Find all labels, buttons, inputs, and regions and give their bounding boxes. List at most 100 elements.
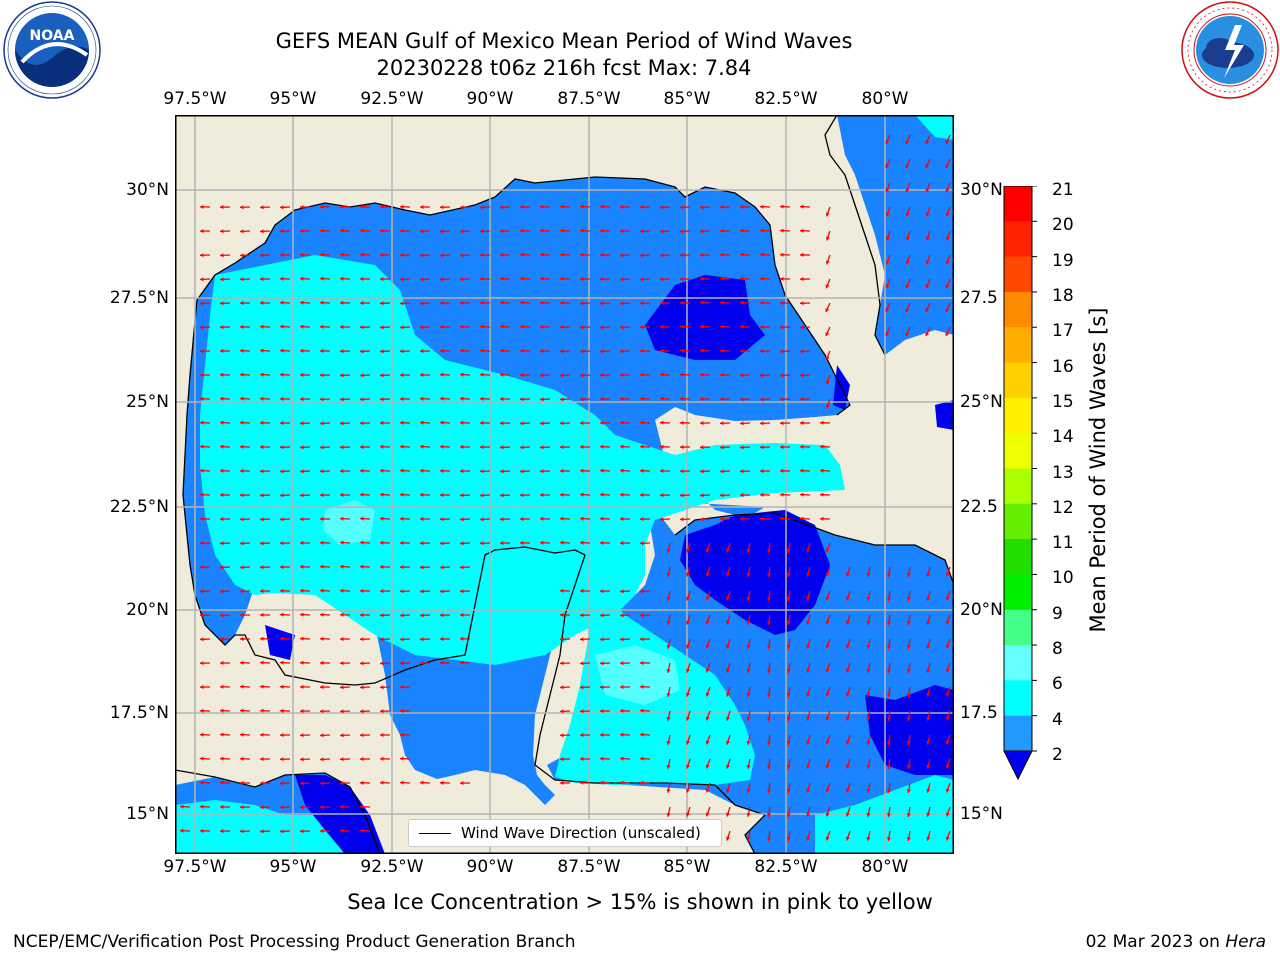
wave-direction-arrow bbox=[739, 493, 751, 498]
wave-direction-arrow bbox=[459, 781, 471, 786]
wave-direction-arrow bbox=[559, 300, 571, 306]
wave-direction-arrow bbox=[279, 541, 291, 546]
wave-direction-arrow bbox=[399, 756, 411, 761]
wave-direction-arrow bbox=[219, 541, 231, 546]
wave-direction-arrow bbox=[339, 828, 351, 833]
left-lat-tick: 22.5°N bbox=[109, 497, 169, 517]
wave-direction-arrow bbox=[199, 732, 211, 737]
wave-direction-arrow bbox=[845, 662, 851, 673]
wave-direction-arrow bbox=[299, 493, 311, 498]
wave-direction-arrow bbox=[359, 780, 371, 785]
wave-direction-arrow bbox=[519, 228, 531, 233]
wave-direction-arrow bbox=[699, 324, 711, 329]
wave-direction-arrow bbox=[239, 348, 251, 353]
wave-direction-arrow bbox=[726, 638, 731, 649]
wave-direction-arrow bbox=[299, 421, 311, 426]
colorbar-label: Mean Period of Wind Waves [s] bbox=[1086, 307, 1110, 633]
wave-direction-arrow bbox=[299, 709, 311, 714]
wave-direction-arrow bbox=[199, 565, 211, 570]
wave-direction-arrow bbox=[339, 757, 351, 762]
wave-direction-arrow bbox=[619, 372, 631, 378]
wave-direction-arrow bbox=[619, 516, 631, 521]
wave-direction-arrow bbox=[619, 444, 631, 449]
wave-direction-arrow bbox=[945, 182, 951, 193]
wave-direction-arrow bbox=[659, 372, 671, 377]
wave-direction-arrow bbox=[259, 636, 271, 641]
wave-direction-arrow bbox=[379, 756, 391, 761]
wave-direction-arrow bbox=[379, 492, 391, 497]
wave-direction-arrow bbox=[219, 780, 231, 785]
wave-direction-arrow bbox=[619, 301, 631, 306]
wave-direction-arrow bbox=[666, 662, 671, 673]
wave-direction-arrow bbox=[639, 732, 651, 737]
wave-direction-arrow bbox=[759, 492, 771, 497]
wave-direction-arrow bbox=[699, 469, 711, 474]
wave-direction-arrow bbox=[599, 589, 611, 594]
wave-direction-arrow bbox=[739, 421, 751, 426]
wave-direction-arrow bbox=[199, 613, 211, 618]
wave-direction-arrow bbox=[259, 253, 271, 258]
wave-direction-arrow bbox=[659, 468, 671, 474]
wave-direction-arrow bbox=[619, 732, 631, 737]
wave-direction-arrow bbox=[686, 566, 691, 577]
wave-direction-arrow bbox=[459, 612, 471, 618]
wave-direction-arrow bbox=[726, 758, 731, 769]
wave-direction-arrow bbox=[319, 397, 331, 402]
wave-direction-arrow bbox=[806, 662, 811, 673]
wave-direction-arrow bbox=[739, 397, 751, 402]
wave-direction-arrow bbox=[359, 588, 371, 593]
wave-direction-arrow bbox=[379, 637, 391, 642]
wave-direction-arrow bbox=[945, 734, 951, 745]
wave-direction-arrow bbox=[519, 540, 531, 545]
wave-direction-arrow bbox=[199, 756, 211, 761]
left-lat-tick: 25°N bbox=[126, 392, 169, 412]
wave-direction-arrow bbox=[906, 686, 911, 697]
wave-direction-arrow bbox=[906, 710, 911, 721]
wave-direction-arrow bbox=[539, 276, 551, 281]
wave-direction-arrow bbox=[499, 493, 511, 498]
wave-direction-arrow bbox=[519, 421, 531, 426]
wave-direction-arrow bbox=[766, 662, 772, 673]
wave-direction-arrow bbox=[419, 516, 431, 522]
wave-direction-arrow bbox=[199, 661, 211, 666]
wave-direction-arrow bbox=[239, 372, 251, 377]
top-lon-tick: 90°W bbox=[466, 89, 514, 109]
wave-direction-arrow bbox=[319, 685, 331, 690]
wave-direction-arrow bbox=[885, 254, 891, 265]
wave-direction-arrow bbox=[319, 276, 331, 281]
wave-direction-arrow bbox=[239, 517, 251, 522]
wave-direction-arrow bbox=[679, 348, 691, 353]
wave-direction-arrow bbox=[799, 277, 811, 282]
wave-direction-arrow bbox=[906, 830, 911, 841]
wave-direction-arrow bbox=[886, 686, 891, 697]
wave-direction-arrow bbox=[399, 468, 411, 473]
wave-direction-arrow bbox=[845, 734, 851, 745]
right-lat-tick: 30°N bbox=[960, 180, 1003, 200]
wave-direction-arrow bbox=[259, 205, 271, 210]
wave-direction-arrow bbox=[339, 373, 351, 378]
wave-direction-arrow bbox=[259, 756, 271, 762]
wave-direction-arrow bbox=[379, 564, 391, 569]
colorbar-swatch bbox=[1004, 539, 1032, 575]
wave-direction-arrow bbox=[679, 444, 691, 450]
wave-direction-arrow bbox=[439, 541, 451, 546]
wave-direction-arrow bbox=[359, 228, 371, 233]
wave-direction-arrow bbox=[886, 806, 891, 817]
wave-direction-arrow bbox=[339, 540, 351, 545]
wave-direction-arrow bbox=[499, 421, 511, 426]
wave-direction-arrow bbox=[359, 637, 371, 642]
wave-direction-arrow bbox=[726, 566, 731, 577]
wave-direction-arrow bbox=[319, 781, 331, 786]
wave-direction-arrow bbox=[559, 516, 571, 521]
wave-direction-arrow bbox=[659, 420, 671, 425]
wave-direction-arrow bbox=[519, 397, 531, 402]
cyan-zone-west-gulf bbox=[200, 255, 845, 665]
wave-direction-arrow bbox=[299, 228, 311, 234]
wave-direction-arrow bbox=[359, 468, 371, 473]
wave-direction-arrow bbox=[519, 252, 531, 257]
wave-direction-arrow bbox=[199, 492, 211, 497]
wave-direction-arrow bbox=[319, 204, 331, 209]
wave-direction-arrow bbox=[259, 829, 271, 834]
wave-direction-arrow bbox=[825, 662, 831, 673]
wave-direction-arrow bbox=[439, 492, 451, 498]
